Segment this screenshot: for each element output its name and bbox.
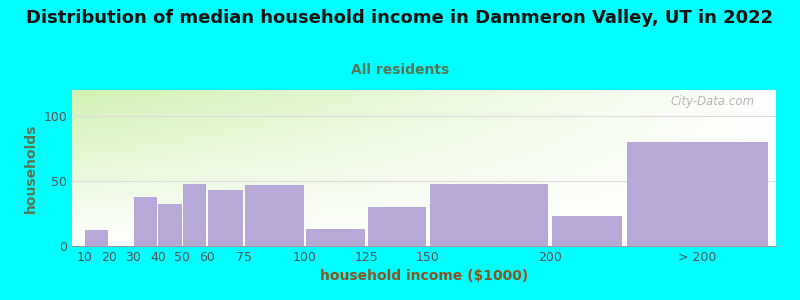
Bar [85, 230, 108, 246]
Bar [245, 185, 304, 246]
Bar [306, 229, 365, 246]
X-axis label: household income ($1000): household income ($1000) [320, 269, 528, 284]
Bar [183, 184, 206, 246]
Bar [134, 196, 158, 246]
Text: All residents: All residents [351, 63, 449, 77]
Bar [627, 142, 768, 246]
Bar [158, 204, 182, 246]
Text: City-Data.com: City-Data.com [670, 95, 755, 108]
Bar [430, 184, 548, 246]
Bar [367, 207, 426, 246]
Y-axis label: households: households [24, 123, 38, 213]
Bar [208, 190, 243, 246]
Text: Distribution of median household income in Dammeron Valley, UT in 2022: Distribution of median household income … [26, 9, 774, 27]
Bar [552, 216, 622, 246]
